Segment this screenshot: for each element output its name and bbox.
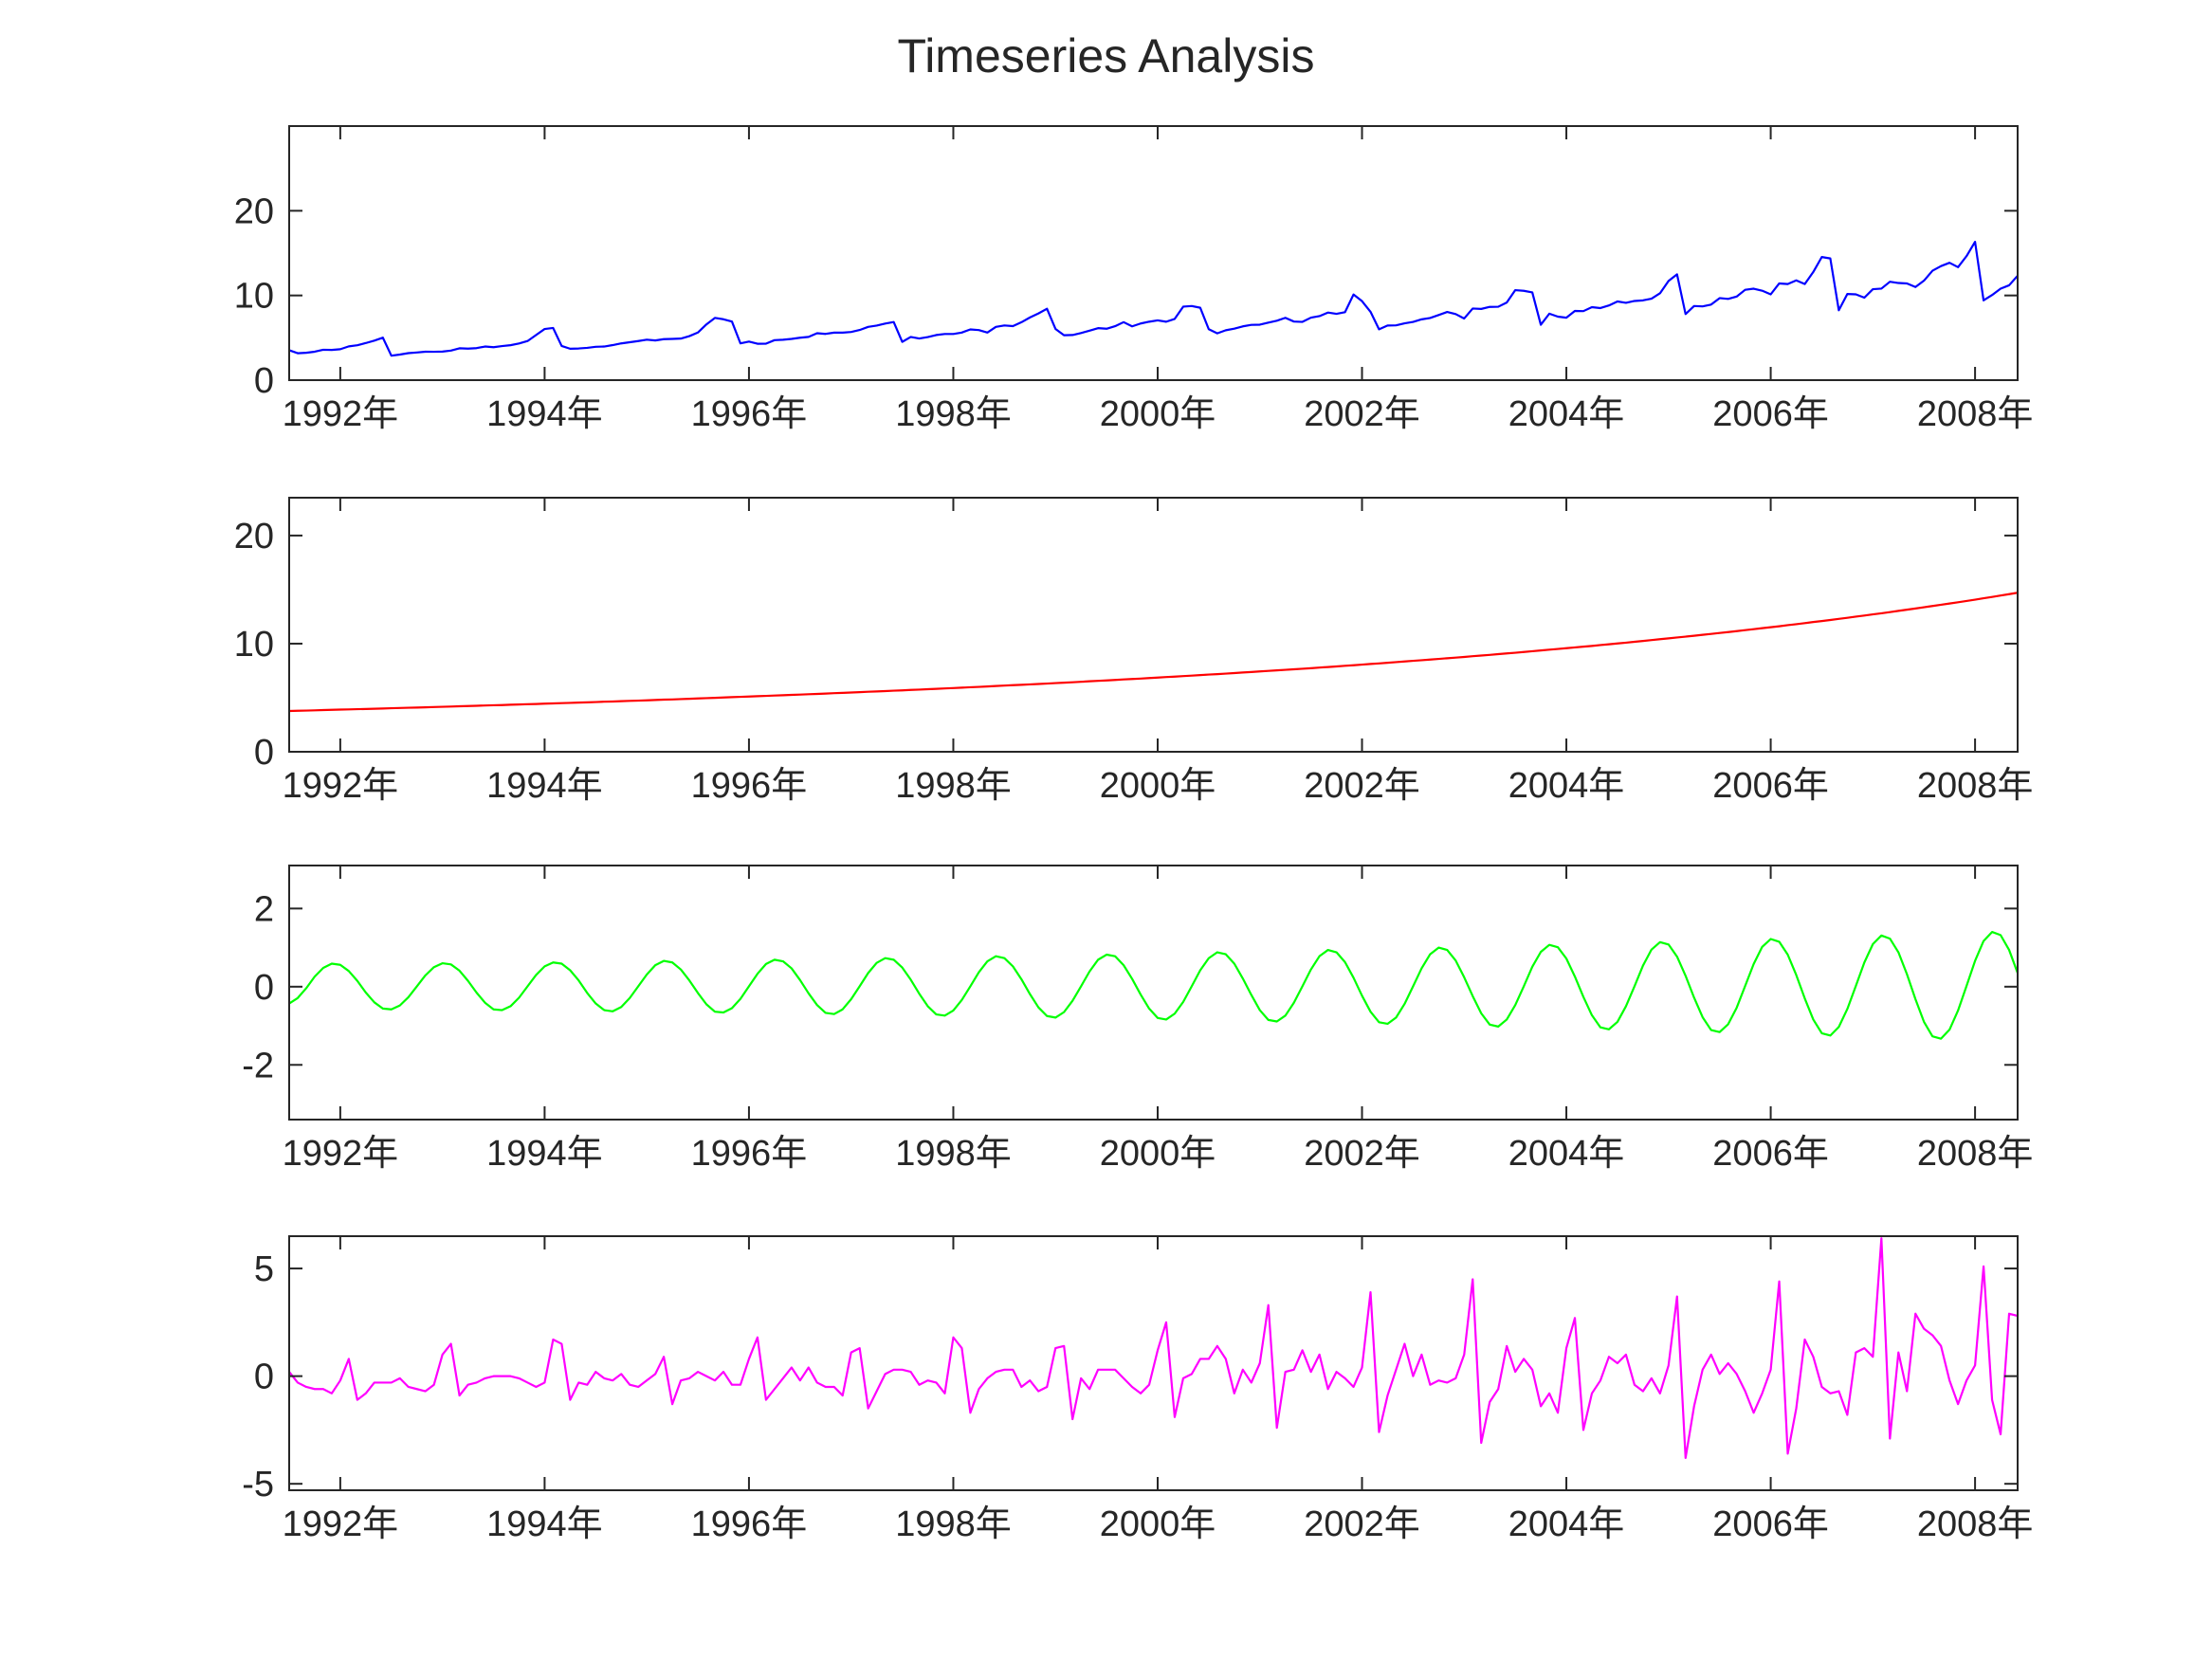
y-tick-label-4-5: 5 <box>254 1249 274 1289</box>
x-tick-label-4-2006: 2006年 <box>1712 1504 1829 1544</box>
x-tick-label-3-1998: 1998年 <box>895 1134 1012 1174</box>
x-tick-label-1-1998: 1998年 <box>895 394 1012 434</box>
series-line-4-1 <box>289 1237 2018 1460</box>
x-tick-label-1-1996: 1996年 <box>691 394 808 434</box>
y-tick-label-1-10: 10 <box>234 277 274 317</box>
figure-title: Timeseries Analysis <box>897 29 1315 82</box>
x-tick-label-3-1992: 1992年 <box>283 1134 399 1174</box>
axes-box-1 <box>288 125 2019 381</box>
y-tick-label-1-0: 0 <box>254 361 274 401</box>
y-tick-label-2-0: 0 <box>254 733 274 773</box>
series-line-1-1 <box>289 241 2018 357</box>
y-tick-label-3--2: -2 <box>242 1046 274 1085</box>
subplot-2: 1992年 1994年 1996年 1998年 2000年 2002年 2004年 2006年… <box>234 497 2034 806</box>
x-tick-label-4-1996: 1996年 <box>691 1504 808 1544</box>
x-tick-label-3-2006: 2006年 <box>1712 1134 1829 1174</box>
x-tick-label-1-2000: 2000年 <box>1100 394 1216 434</box>
x-tick-label-2-2006: 2006年 <box>1712 766 1829 806</box>
y-tick-label-2-20: 20 <box>234 517 274 556</box>
x-tick-label-2-2000: 2000年 <box>1100 766 1216 806</box>
x-tick-label-3-1996: 1996年 <box>691 1134 808 1174</box>
x-tick-label-2-1992: 1992年 <box>283 766 399 806</box>
x-tick-label-3-2002: 2002年 <box>1304 1134 1420 1174</box>
x-tick-label-3-1994: 1994年 <box>486 1134 603 1174</box>
y-tick-label-2-10: 10 <box>234 625 274 665</box>
y-tick-label-4--5: -5 <box>242 1465 274 1504</box>
x-tick-label-2-2002: 2002年 <box>1304 766 1420 806</box>
x-tick-label-4-1994: 1994年 <box>486 1504 603 1544</box>
y-tick-label-1-20: 20 <box>234 191 274 231</box>
x-tick-label-4-1998: 1998年 <box>895 1504 1012 1544</box>
y-tick-label-4-0: 0 <box>254 1358 274 1397</box>
axes-box-3 <box>288 865 2019 1121</box>
y-tick-label-3-2: 2 <box>254 889 274 929</box>
x-tick-label-1-1992: 1992年 <box>283 394 399 434</box>
x-tick-label-1-2008: 2008年 <box>1917 394 2034 434</box>
x-tick-label-2-1994: 1994年 <box>486 766 603 806</box>
x-tick-label-4-2002: 2002年 <box>1304 1504 1420 1544</box>
x-tick-label-1-2002: 2002年 <box>1304 394 1420 434</box>
x-tick-label-2-2008: 2008年 <box>1917 766 2034 806</box>
x-tick-label-2-1996: 1996年 <box>691 766 808 806</box>
x-tick-label-1-2006: 2006年 <box>1712 394 1829 434</box>
x-tick-label-1-2004: 2004年 <box>1508 394 1625 434</box>
axes-box-2 <box>288 497 2019 753</box>
x-tick-label-4-2008: 2008年 <box>1917 1504 2034 1544</box>
y-tick-label-3-0: 0 <box>254 968 274 1008</box>
x-tick-label-4-1992: 1992年 <box>283 1504 399 1544</box>
subplot-1: 1992年 1994年 1996年 1998年 2000年 2002年 2004年 2006年… <box>234 125 2034 434</box>
x-tick-label-4-2004: 2004年 <box>1508 1504 1625 1544</box>
x-tick-label-4-2000: 2000年 <box>1100 1504 1216 1544</box>
x-tick-label-2-2004: 2004年 <box>1508 766 1625 806</box>
subplot-4: 1992年 1994年 1996年 1998年 2000年 2002年 2004年 2006年… <box>242 1235 2034 1544</box>
x-tick-label-3-2000: 2000年 <box>1100 1134 1216 1174</box>
axes-box-4 <box>288 1235 2019 1491</box>
x-tick-label-1-1994: 1994年 <box>486 394 603 434</box>
series-line-2-1 <box>289 592 2018 713</box>
subplot-3: 1992年 1994年 1996年 1998年 2000年 2002年 2004年 2006年… <box>242 865 2034 1174</box>
x-tick-label-3-2004: 2004年 <box>1508 1134 1625 1174</box>
x-tick-label-2-1998: 1998年 <box>895 766 1012 806</box>
series-line-3-1 <box>289 930 2018 1040</box>
x-tick-label-3-2008: 2008年 <box>1917 1134 2034 1174</box>
